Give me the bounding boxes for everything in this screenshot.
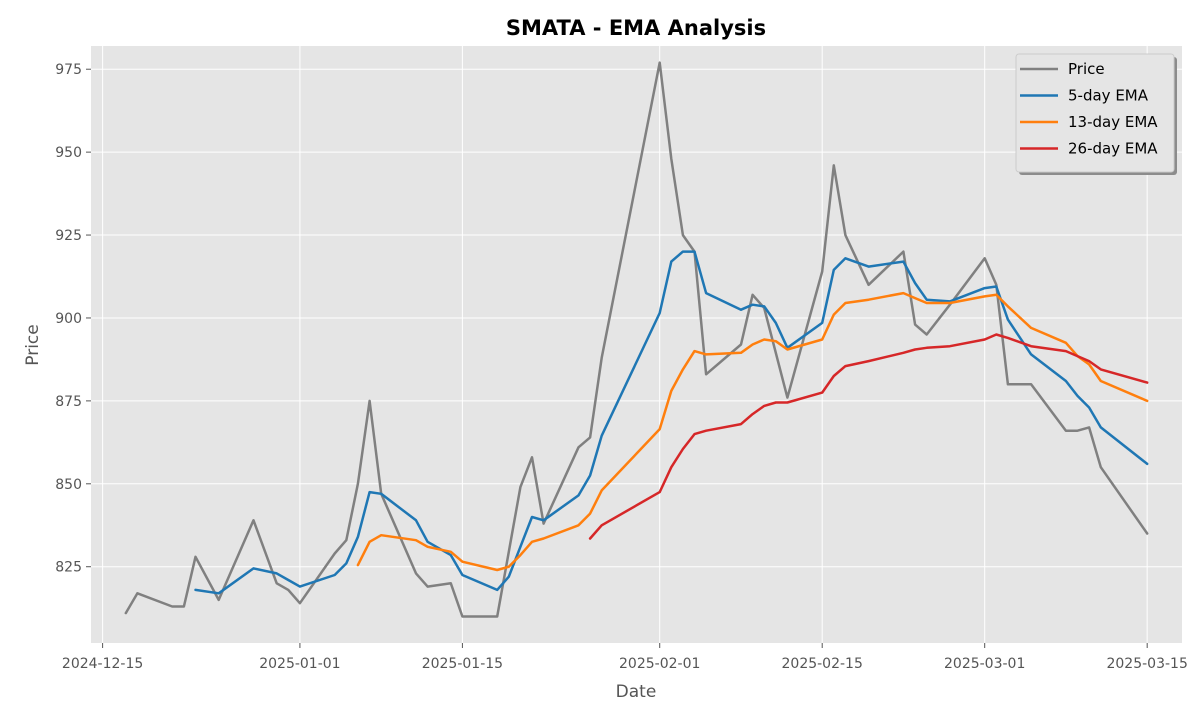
series-lines bbox=[124, 61, 1149, 618]
y-tick-label: 825 bbox=[55, 560, 82, 576]
y-tick-label: 900 bbox=[55, 311, 82, 327]
x-tick-label: 2025-02-01 bbox=[619, 656, 700, 672]
legend-label: 26-day EMA bbox=[1068, 140, 1158, 158]
x-tick-label: 2025-02-15 bbox=[782, 656, 863, 672]
legend-box bbox=[1015, 53, 1175, 173]
x-axis-label: Date bbox=[616, 682, 657, 702]
series-line-13-day-ema bbox=[356, 291, 1149, 572]
x-axis-ticks: 2024-12-15 2025-01-01 2025-01-15 2025-02-01… bbox=[62, 643, 1188, 672]
y-tick-label: 925 bbox=[55, 228, 82, 244]
series-line-26-day-ema bbox=[588, 333, 1149, 540]
y-tick-label: 875 bbox=[55, 394, 82, 410]
y-axis-label: Price bbox=[23, 324, 43, 365]
x-tick-label: 2025-03-01 bbox=[944, 656, 1025, 672]
y-tick-label: 975 bbox=[55, 62, 82, 78]
legend: Price 5-day EMA 13-day EMA 26-day EMA bbox=[1015, 53, 1177, 175]
chart-title: SMATA - EMA Analysis bbox=[506, 16, 766, 40]
legend-label: 13-day EMA bbox=[1068, 113, 1158, 131]
legend-label: Price bbox=[1068, 60, 1105, 78]
legend-label: 5-day EMA bbox=[1068, 87, 1149, 105]
series-line-5-day-ema bbox=[194, 250, 1149, 595]
x-tick-label: 2025-03-15 bbox=[1106, 656, 1187, 672]
y-tick-label: 950 bbox=[55, 145, 82, 161]
series-line-price bbox=[124, 61, 1149, 618]
x-tick-label: 2025-01-15 bbox=[422, 656, 503, 672]
plot-area bbox=[91, 46, 1182, 643]
y-axis-ticks: 825 850 875 900 925 950 975 bbox=[55, 62, 91, 576]
x-tick-label: 2024-12-15 bbox=[62, 656, 143, 672]
y-tick-label: 850 bbox=[55, 477, 82, 493]
x-tick-label: 2025-01-01 bbox=[259, 656, 340, 672]
